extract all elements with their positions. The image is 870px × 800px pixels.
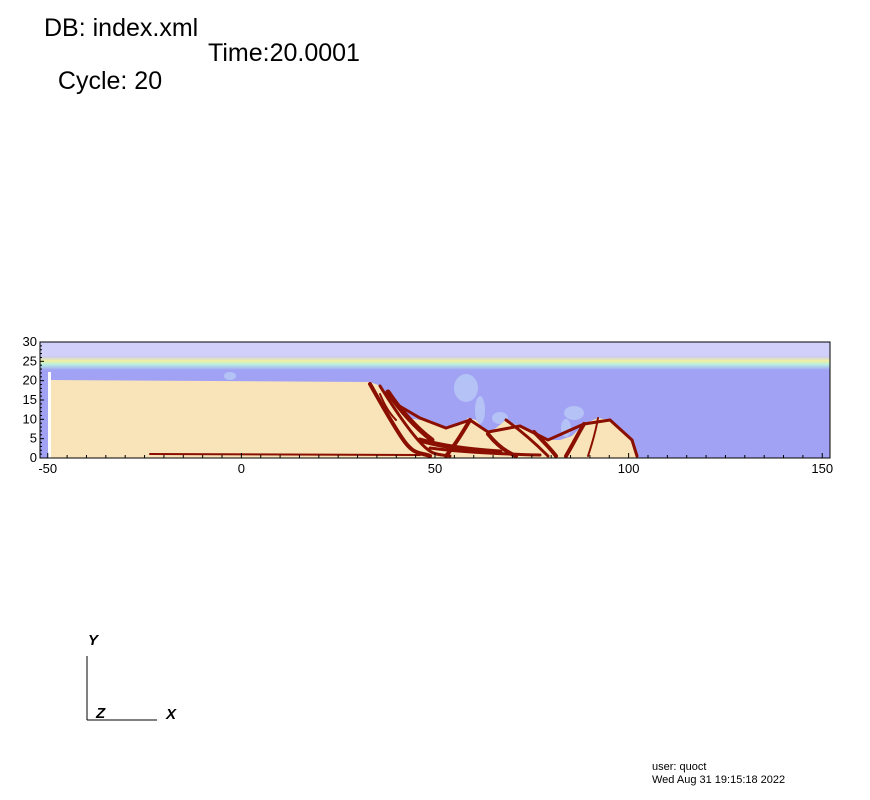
y-tick-label: 15 (23, 392, 37, 407)
y-tick-label: 0 (30, 450, 37, 465)
database-label: DB: index.xml (44, 14, 199, 42)
triad-x-label: X (166, 706, 177, 723)
y-tick-label: 20 (23, 373, 37, 388)
triad-y-label: Y (88, 632, 99, 649)
x-axis: -50 0 50 100 150 (38, 453, 833, 476)
time-label: Time:20.0001 (208, 39, 360, 67)
y-tick-label: 30 (23, 334, 37, 349)
timestamp-label: Wed Aug 31 19:15:18 2022 (652, 774, 786, 786)
x-tick-label: 50 (428, 461, 442, 476)
upper-light-region (40, 342, 830, 357)
triad-z-label: Z (96, 705, 106, 722)
shear-bands (149, 382, 639, 458)
x-tick-label: 0 (238, 461, 245, 476)
y-tick-label: 10 (23, 411, 37, 426)
cycle-label: Cycle: 20 (57, 67, 163, 95)
y-axis: 0 5 10 15 20 25 30 (23, 334, 44, 465)
x-tick-label: 100 (618, 461, 640, 476)
y-tick-label: 5 (30, 431, 37, 446)
x-tick-label: -50 (38, 461, 57, 476)
x-tick-label: 150 (811, 461, 833, 476)
free-surface-band (40, 356, 830, 370)
y-tick-label: 25 (23, 353, 37, 368)
cycle-time-line: Cycle: 20 Time:20.0001 (44, 39, 360, 95)
gate-post (48, 372, 51, 458)
user-label: user: quoct (652, 761, 707, 773)
